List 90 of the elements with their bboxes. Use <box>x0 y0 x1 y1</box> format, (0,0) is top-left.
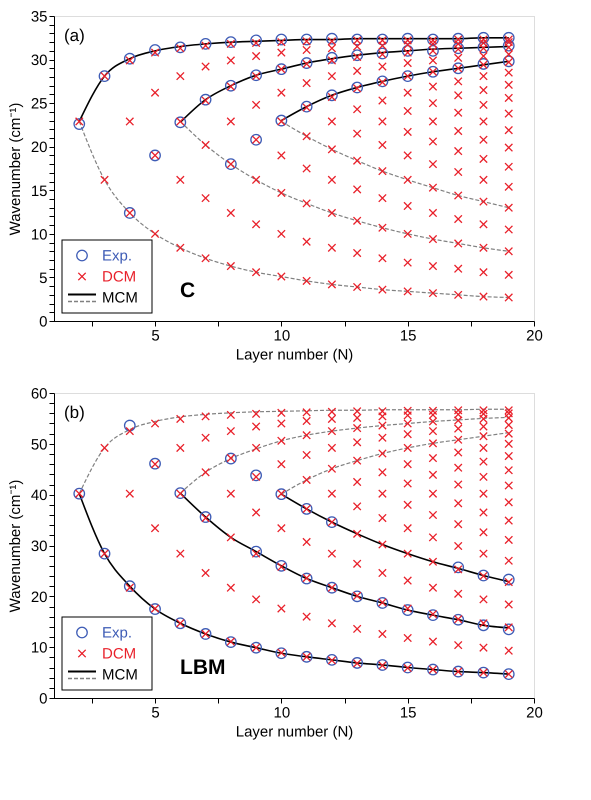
y-tick-label: 0 <box>39 314 48 330</box>
point <box>376 75 388 88</box>
point <box>275 34 288 46</box>
point <box>427 609 439 622</box>
x-tick-label: 5 <box>151 704 160 722</box>
point <box>275 560 288 572</box>
y-axis-title: Wavenumber (cm⁻¹) <box>6 480 24 612</box>
point <box>300 100 313 113</box>
point <box>300 57 313 69</box>
y-tick-label: 5 <box>39 270 48 287</box>
point <box>73 118 86 130</box>
point <box>250 69 262 82</box>
point <box>275 114 288 126</box>
point <box>250 34 262 46</box>
point <box>402 604 414 616</box>
point <box>124 420 136 432</box>
y-tick-label: 20 <box>30 139 48 156</box>
point <box>502 32 515 44</box>
x-tick-label: 20 <box>526 328 543 344</box>
point <box>200 511 212 523</box>
annotation: LBM <box>180 656 226 679</box>
x-tick-label: 15 <box>400 704 417 722</box>
point <box>124 580 136 592</box>
point <box>452 561 464 574</box>
point <box>427 34 439 46</box>
legend-label: Exp. <box>102 624 132 642</box>
point <box>250 469 262 482</box>
line-series <box>280 432 510 495</box>
point <box>149 44 161 56</box>
point <box>452 32 464 45</box>
y-tick-label: 10 <box>30 226 48 244</box>
point <box>452 42 464 54</box>
point <box>502 574 515 586</box>
line-series <box>280 60 510 122</box>
point <box>326 32 338 45</box>
x-axis-title: Layer number (N) <box>236 346 354 364</box>
point <box>200 94 212 106</box>
point <box>326 52 338 64</box>
y-axis-title: Wavenumber (cm⁻¹) <box>6 102 24 236</box>
point <box>502 623 515 636</box>
point <box>376 34 388 46</box>
point <box>224 80 237 92</box>
y-tick-label: 50 <box>30 436 48 454</box>
point <box>200 38 212 50</box>
annotation: (a) <box>64 26 85 45</box>
x-axis-title: Layer number (N) <box>236 724 354 740</box>
point <box>402 32 414 45</box>
line-series <box>280 120 510 208</box>
y-tick-label: 35 <box>30 8 48 26</box>
point <box>326 89 338 102</box>
line-series <box>180 46 510 124</box>
legend-label: DCM <box>102 268 136 286</box>
point <box>250 546 262 558</box>
point <box>478 619 490 632</box>
point <box>275 488 288 500</box>
point <box>224 36 237 48</box>
y-tick-label: 10 <box>30 640 48 657</box>
point <box>351 49 364 62</box>
legend-label: MCM <box>102 666 138 684</box>
point <box>478 41 490 54</box>
point <box>174 116 186 128</box>
legend-label: Exp. <box>102 248 132 264</box>
point <box>478 32 490 44</box>
point <box>174 41 186 54</box>
y-tick-label: 0 <box>39 690 48 708</box>
y-tick-label: 30 <box>30 52 48 70</box>
point <box>351 34 364 46</box>
x-tick-label: 10 <box>274 704 290 722</box>
legend-label: MCM <box>102 290 138 306</box>
point <box>502 55 515 68</box>
y-tick-label: 40 <box>30 487 48 504</box>
y-tick-label: 15 <box>30 182 48 200</box>
x-tick-label: 10 <box>274 328 290 344</box>
point <box>326 654 338 666</box>
y-tick-label: 30 <box>30 538 48 555</box>
line-series <box>280 493 510 582</box>
y-tick-label: 20 <box>30 588 48 606</box>
annotation: (b) <box>64 403 85 422</box>
y-tick-label: 25 <box>30 96 48 113</box>
x-tick-label: 5 <box>151 328 160 344</box>
y-tick-label: 60 <box>30 386 48 402</box>
line-series <box>180 416 510 494</box>
legend-label: DCM <box>102 646 136 662</box>
x-tick-label: 20 <box>526 704 543 722</box>
x-tick-label: 15 <box>400 328 417 344</box>
line-series <box>180 492 510 629</box>
point <box>402 44 414 57</box>
annotation: C <box>180 279 196 302</box>
point <box>300 34 313 46</box>
point <box>124 52 136 65</box>
